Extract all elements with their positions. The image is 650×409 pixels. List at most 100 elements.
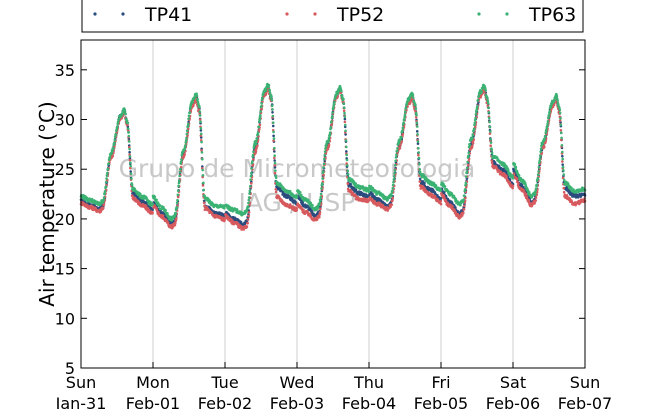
data-point xyxy=(415,125,419,128)
data-point xyxy=(129,164,132,168)
data-point xyxy=(195,92,198,96)
data-point xyxy=(572,188,575,191)
data-point xyxy=(398,146,402,150)
data-point xyxy=(345,150,348,153)
y-tick-label: 5 xyxy=(65,359,75,378)
data-point xyxy=(254,149,258,153)
data-point xyxy=(464,196,467,200)
data-point xyxy=(129,172,133,176)
legend-marker xyxy=(285,12,289,16)
data-point xyxy=(247,201,250,205)
data-point xyxy=(228,205,231,209)
data-point xyxy=(505,165,508,168)
data-point xyxy=(329,126,333,129)
data-point xyxy=(255,137,259,141)
data-point xyxy=(534,199,537,202)
data-point xyxy=(490,159,494,162)
data-point xyxy=(153,195,157,199)
data-point xyxy=(546,116,550,120)
data-point xyxy=(513,162,517,166)
data-point xyxy=(320,187,323,190)
data-point xyxy=(446,201,450,205)
data-point xyxy=(331,111,334,114)
data-point xyxy=(174,212,177,215)
data-point xyxy=(464,183,467,187)
data-point xyxy=(129,166,132,170)
data-point xyxy=(534,196,538,199)
data-point xyxy=(248,185,252,188)
data-point xyxy=(123,109,127,113)
data-point xyxy=(432,182,436,185)
data-point xyxy=(179,160,183,164)
data-point xyxy=(463,188,467,191)
data-point xyxy=(560,143,564,147)
watermark-line: Grupo de Micrometeorologia xyxy=(119,154,476,183)
data-point xyxy=(102,198,105,202)
data-point xyxy=(414,107,418,111)
data-point xyxy=(451,205,454,208)
data-point xyxy=(418,177,422,181)
data-point xyxy=(484,89,487,92)
data-point xyxy=(127,134,131,138)
data-point xyxy=(274,187,278,191)
data-point xyxy=(273,163,276,167)
data-point xyxy=(248,189,252,193)
legend-marker xyxy=(477,12,481,16)
data-point xyxy=(388,196,391,200)
data-point xyxy=(559,128,563,132)
data-point xyxy=(144,204,148,208)
data-point xyxy=(490,151,494,155)
data-point xyxy=(176,193,180,197)
data-point xyxy=(390,194,393,198)
data-point xyxy=(467,163,470,167)
data-point xyxy=(184,139,188,142)
data-point xyxy=(473,121,477,124)
data-point xyxy=(200,149,203,152)
data-point xyxy=(417,153,420,157)
data-point xyxy=(186,125,190,128)
data-point xyxy=(465,166,469,170)
data-point xyxy=(295,209,298,212)
data-point xyxy=(343,125,347,129)
data-point xyxy=(254,142,258,146)
data-point xyxy=(174,218,178,222)
data-point xyxy=(260,102,264,105)
watermark: Grupo de Micrometeorologia IAG / USP xyxy=(119,154,476,217)
data-point xyxy=(395,149,399,153)
data-point xyxy=(367,190,371,193)
data-point xyxy=(339,89,343,93)
data-point xyxy=(246,205,250,208)
data-point xyxy=(301,201,305,204)
data-point xyxy=(416,133,419,136)
data-point xyxy=(274,176,278,180)
data-point xyxy=(411,96,415,99)
data-point xyxy=(105,171,109,175)
data-point xyxy=(535,183,539,187)
data-point xyxy=(321,170,325,174)
data-point xyxy=(373,200,377,203)
data-point xyxy=(166,211,169,215)
data-point xyxy=(272,130,275,134)
data-point xyxy=(561,157,564,161)
data-point xyxy=(544,135,547,138)
data-point xyxy=(558,106,561,110)
legend-box xyxy=(81,0,584,33)
data-point xyxy=(130,183,134,187)
data-point xyxy=(189,105,192,109)
data-point xyxy=(537,170,540,173)
data-point xyxy=(298,191,302,194)
data-point xyxy=(327,139,330,142)
data-point xyxy=(442,191,446,194)
data-point xyxy=(416,142,420,145)
data-point xyxy=(464,175,468,178)
data-point xyxy=(149,200,152,204)
data-point xyxy=(113,135,117,138)
data-point xyxy=(418,180,422,183)
data-point xyxy=(539,154,542,157)
data-point xyxy=(174,221,177,225)
data-point xyxy=(113,138,117,142)
x-tick-label-day: Mon xyxy=(136,373,170,392)
data-point xyxy=(343,123,347,127)
data-point xyxy=(327,143,331,147)
data-point xyxy=(349,182,352,186)
